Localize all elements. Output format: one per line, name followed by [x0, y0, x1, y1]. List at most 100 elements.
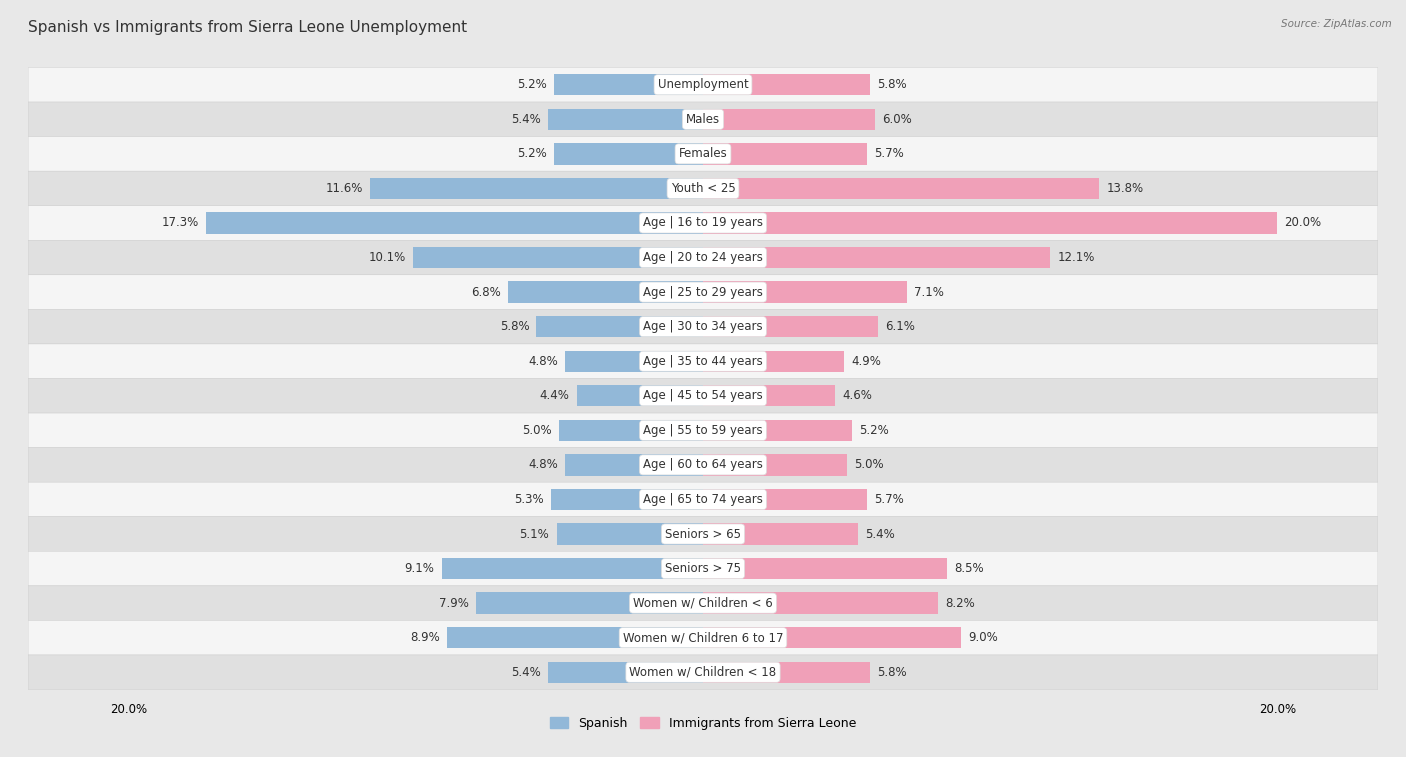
Text: Women w/ Children < 18: Women w/ Children < 18: [630, 665, 776, 679]
Text: 5.0%: 5.0%: [523, 424, 553, 437]
Bar: [703, 558, 948, 579]
Text: 4.8%: 4.8%: [529, 459, 558, 472]
Bar: [548, 662, 703, 683]
Text: 7.9%: 7.9%: [439, 597, 470, 609]
Text: 8.5%: 8.5%: [955, 562, 984, 575]
Bar: [703, 108, 876, 130]
Bar: [508, 282, 703, 303]
Bar: [703, 627, 962, 649]
Bar: [703, 178, 1099, 199]
Text: Age | 55 to 59 years: Age | 55 to 59 years: [643, 424, 763, 437]
FancyBboxPatch shape: [28, 621, 1378, 655]
FancyBboxPatch shape: [28, 240, 1378, 275]
Text: Age | 60 to 64 years: Age | 60 to 64 years: [643, 459, 763, 472]
Text: 17.3%: 17.3%: [162, 217, 200, 229]
Bar: [703, 316, 879, 338]
Text: 5.2%: 5.2%: [517, 148, 547, 160]
Legend: Spanish, Immigrants from Sierra Leone: Spanish, Immigrants from Sierra Leone: [544, 712, 862, 735]
Text: 6.1%: 6.1%: [886, 320, 915, 333]
Text: 6.0%: 6.0%: [883, 113, 912, 126]
Text: Age | 35 to 44 years: Age | 35 to 44 years: [643, 355, 763, 368]
Bar: [703, 143, 866, 164]
Text: 5.2%: 5.2%: [517, 78, 547, 92]
Text: 5.8%: 5.8%: [877, 665, 907, 679]
Text: 5.3%: 5.3%: [515, 493, 544, 506]
Text: 5.2%: 5.2%: [859, 424, 889, 437]
FancyBboxPatch shape: [28, 413, 1378, 447]
Bar: [703, 282, 907, 303]
Text: 5.1%: 5.1%: [520, 528, 550, 540]
Text: 5.4%: 5.4%: [510, 665, 541, 679]
Bar: [413, 247, 703, 268]
Bar: [207, 212, 703, 234]
FancyBboxPatch shape: [28, 136, 1378, 171]
FancyBboxPatch shape: [28, 586, 1378, 621]
Text: 7.1%: 7.1%: [914, 285, 943, 298]
FancyBboxPatch shape: [28, 102, 1378, 136]
FancyBboxPatch shape: [28, 344, 1378, 378]
Text: 12.1%: 12.1%: [1057, 251, 1095, 264]
FancyBboxPatch shape: [28, 206, 1378, 240]
Bar: [703, 74, 869, 95]
Text: 20.0%: 20.0%: [1285, 217, 1322, 229]
Bar: [703, 662, 869, 683]
FancyBboxPatch shape: [28, 67, 1378, 102]
FancyBboxPatch shape: [28, 275, 1378, 310]
Text: 10.1%: 10.1%: [368, 251, 406, 264]
Bar: [703, 350, 844, 372]
Text: Spanish vs Immigrants from Sierra Leone Unemployment: Spanish vs Immigrants from Sierra Leone …: [28, 20, 467, 35]
Text: 8.9%: 8.9%: [411, 631, 440, 644]
Text: 13.8%: 13.8%: [1107, 182, 1143, 195]
Text: 5.4%: 5.4%: [865, 528, 896, 540]
Text: 5.7%: 5.7%: [875, 493, 904, 506]
Bar: [551, 489, 703, 510]
FancyBboxPatch shape: [28, 482, 1378, 517]
Bar: [557, 523, 703, 545]
Bar: [703, 489, 866, 510]
Text: 5.0%: 5.0%: [853, 459, 883, 472]
Bar: [537, 316, 703, 338]
Text: Women w/ Children < 6: Women w/ Children < 6: [633, 597, 773, 609]
FancyBboxPatch shape: [28, 447, 1378, 482]
Bar: [554, 74, 703, 95]
Text: 9.0%: 9.0%: [969, 631, 998, 644]
Text: Seniors > 65: Seniors > 65: [665, 528, 741, 540]
Text: 5.4%: 5.4%: [510, 113, 541, 126]
Text: 8.2%: 8.2%: [946, 597, 976, 609]
Text: 4.4%: 4.4%: [540, 389, 569, 402]
Text: Source: ZipAtlas.com: Source: ZipAtlas.com: [1281, 19, 1392, 29]
Text: 5.7%: 5.7%: [875, 148, 904, 160]
Text: Women w/ Children 6 to 17: Women w/ Children 6 to 17: [623, 631, 783, 644]
Text: 11.6%: 11.6%: [325, 182, 363, 195]
Bar: [560, 419, 703, 441]
Bar: [703, 212, 1278, 234]
Text: Age | 45 to 54 years: Age | 45 to 54 years: [643, 389, 763, 402]
Bar: [703, 593, 938, 614]
Text: 5.8%: 5.8%: [499, 320, 529, 333]
Text: Seniors > 75: Seniors > 75: [665, 562, 741, 575]
Bar: [370, 178, 703, 199]
Text: 5.8%: 5.8%: [877, 78, 907, 92]
Text: 4.9%: 4.9%: [851, 355, 880, 368]
Bar: [565, 454, 703, 475]
Bar: [554, 143, 703, 164]
Bar: [703, 454, 846, 475]
FancyBboxPatch shape: [28, 551, 1378, 586]
Bar: [477, 593, 703, 614]
FancyBboxPatch shape: [28, 655, 1378, 690]
Bar: [703, 523, 858, 545]
Text: Age | 30 to 34 years: Age | 30 to 34 years: [643, 320, 763, 333]
Text: Unemployment: Unemployment: [658, 78, 748, 92]
FancyBboxPatch shape: [28, 378, 1378, 413]
Bar: [441, 558, 703, 579]
Text: Age | 65 to 74 years: Age | 65 to 74 years: [643, 493, 763, 506]
Text: Females: Females: [679, 148, 727, 160]
Text: Males: Males: [686, 113, 720, 126]
Bar: [565, 350, 703, 372]
Text: Youth < 25: Youth < 25: [671, 182, 735, 195]
Text: 4.6%: 4.6%: [842, 389, 872, 402]
Text: 4.8%: 4.8%: [529, 355, 558, 368]
FancyBboxPatch shape: [28, 517, 1378, 551]
Text: Age | 16 to 19 years: Age | 16 to 19 years: [643, 217, 763, 229]
FancyBboxPatch shape: [28, 171, 1378, 206]
